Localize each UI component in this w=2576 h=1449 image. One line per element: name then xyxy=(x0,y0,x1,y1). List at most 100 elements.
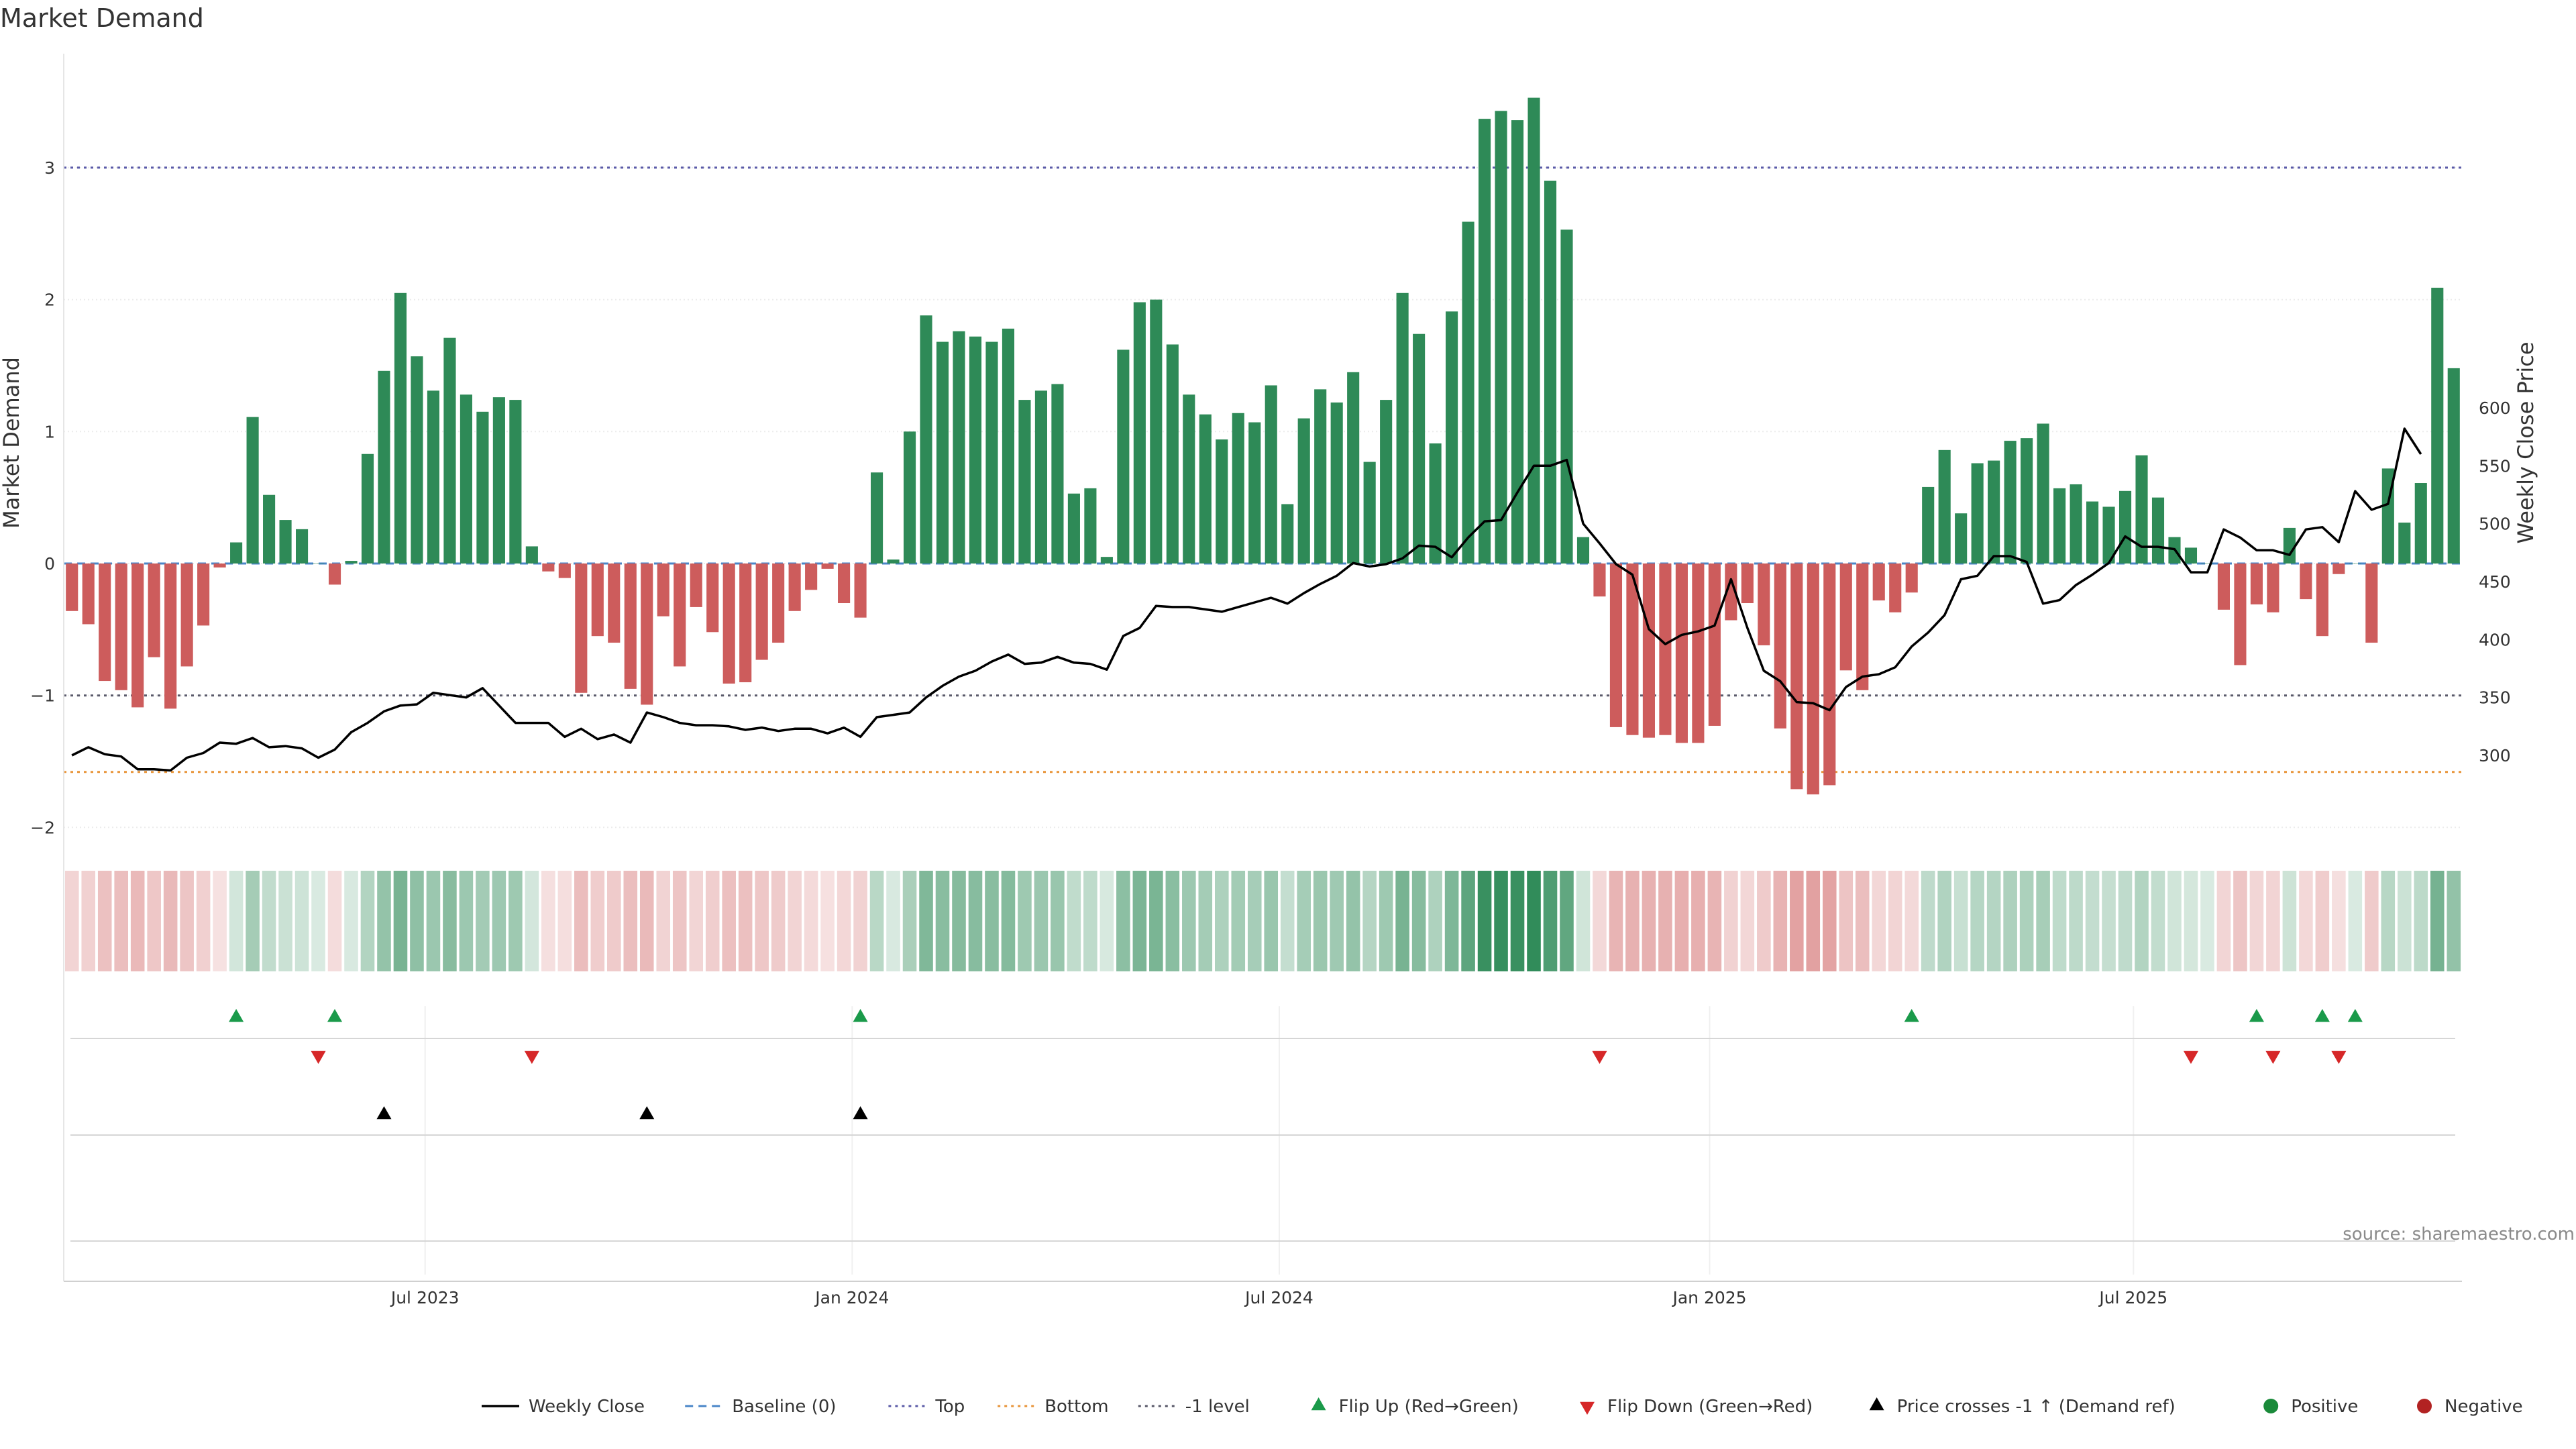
x-tick-label: Jul 2024 xyxy=(1244,1288,1313,1307)
demand-bar xyxy=(378,370,390,564)
heat-strip-cell xyxy=(410,871,424,971)
heat-strip-cell xyxy=(377,871,391,971)
heat-strip-cell xyxy=(2184,871,2198,971)
demand-bar xyxy=(361,453,374,564)
demand-bar xyxy=(2086,501,2099,564)
demand-bar xyxy=(903,431,916,564)
demand-bar xyxy=(706,564,719,633)
demand-bar xyxy=(279,520,292,564)
heat-strip-cell xyxy=(476,871,490,971)
demand-bar xyxy=(1576,537,1590,564)
demand-bar xyxy=(2431,287,2444,564)
heat-strip-cell xyxy=(1691,871,1705,971)
flip-up-marker xyxy=(2347,1009,2363,1022)
demand-bar xyxy=(2365,564,2378,643)
demand-bar xyxy=(1560,229,1573,564)
legend-label: Price crosses -1 ↑ (Demand ref) xyxy=(1897,1397,2176,1417)
heat-strip-cell xyxy=(705,871,720,971)
demand-bar xyxy=(525,546,538,564)
heat-strip-cell xyxy=(2315,871,2330,971)
legend-flip-up-swatch xyxy=(1311,1397,1326,1411)
heat-strip-cell xyxy=(1001,871,1016,971)
demand-bar xyxy=(2184,547,2198,564)
heat-strip-cell xyxy=(1411,871,1426,971)
legend-label: Top xyxy=(934,1397,965,1417)
heat-strip-cell xyxy=(1215,871,1229,971)
chart-title: Market Demand xyxy=(0,3,204,33)
heat-strip-cell xyxy=(2135,871,2149,971)
demand-bar xyxy=(608,564,621,643)
right-tick-label: 600 xyxy=(2479,398,2511,418)
heat-strip-cell xyxy=(1477,871,1492,971)
heat-strip-cell xyxy=(2118,871,2133,971)
heat-strip-cell xyxy=(196,871,211,971)
heat-strip-cell xyxy=(229,871,244,971)
demand-bar xyxy=(2414,483,2427,564)
demand-bar xyxy=(1034,390,1047,564)
demand-bar xyxy=(2300,564,2312,600)
heat-strip-cell xyxy=(886,871,900,971)
left-tick-label: 1 xyxy=(44,422,55,441)
demand-bar xyxy=(1790,564,1803,790)
heat-strip-cell xyxy=(1379,871,1393,971)
right-tick-label: 350 xyxy=(2479,688,2511,708)
heat-strip-cell xyxy=(1165,871,1180,971)
heat-strip-cell xyxy=(1198,871,1213,971)
legend-label: Negative xyxy=(2445,1397,2523,1417)
demand-bar xyxy=(657,564,669,616)
demand-bar xyxy=(2118,490,2132,564)
demand-bar xyxy=(263,494,276,564)
heat-strip-cell xyxy=(788,871,802,971)
heat-strip-cell xyxy=(607,871,621,971)
heat-strip-cell xyxy=(1067,871,1081,971)
legend-price-cross-swatch xyxy=(1869,1397,1884,1411)
demand-bar xyxy=(871,472,883,564)
heat-strip-cell xyxy=(459,871,474,971)
left-tick-label: −1 xyxy=(30,686,55,706)
heat-strip-cell xyxy=(2282,871,2297,971)
heat-strip-cell xyxy=(426,871,441,971)
demand-bar xyxy=(2267,564,2279,612)
heat-strip-cell xyxy=(557,871,572,971)
flip-up-marker xyxy=(327,1009,343,1022)
left-tick-label: −2 xyxy=(30,818,55,837)
demand-bar xyxy=(1609,564,1623,727)
reference-lines xyxy=(64,166,2462,773)
heat-strip-cell xyxy=(1740,871,1755,971)
heat-strip-cell xyxy=(1937,871,1951,971)
heat-strip-cell xyxy=(2249,871,2264,971)
heat-strip-cell xyxy=(508,871,523,971)
demand-bar xyxy=(411,356,423,564)
heat-strip-cell xyxy=(2430,871,2445,971)
heat-strip-cell xyxy=(1773,871,1788,971)
demand-bar xyxy=(1889,564,1902,612)
demand-bar xyxy=(2217,564,2231,610)
demand-bar xyxy=(1479,119,1491,564)
heat-strip-cell xyxy=(1527,871,1541,971)
legend-label: Positive xyxy=(2291,1397,2358,1417)
demand-bar xyxy=(722,564,735,684)
heat-strip-cell xyxy=(2332,871,2346,971)
heat-strip-cell xyxy=(311,871,325,971)
heat-strip-cell xyxy=(2348,871,2363,971)
heat-strip-cell xyxy=(1264,871,1279,971)
right-tick-label: 450 xyxy=(2479,572,2511,592)
demand-bar xyxy=(115,564,127,690)
heat-strip-cell xyxy=(2381,871,2396,971)
heat-strip-cell xyxy=(1083,871,1097,971)
heat-strip-cell xyxy=(837,871,851,971)
demand-bar xyxy=(476,411,489,564)
flip-down-marker xyxy=(2183,1051,2198,1064)
heat-strip-cell xyxy=(1970,871,1984,971)
heat-strip-cell xyxy=(1510,871,1525,971)
demand-bar xyxy=(1150,299,1163,564)
demand-bar xyxy=(739,564,752,683)
legend: Weekly Close Baseline (0) Top Bottom -1 leve… xyxy=(482,1397,2523,1417)
heat-strip-cell xyxy=(1247,871,1262,971)
demand-bar xyxy=(936,341,949,564)
demand-bar xyxy=(1216,439,1228,564)
flip-down-marker xyxy=(1592,1051,1607,1064)
flip-down-marker xyxy=(311,1051,326,1064)
heat-strip-cell xyxy=(327,871,342,971)
demand-bar xyxy=(2234,564,2247,665)
